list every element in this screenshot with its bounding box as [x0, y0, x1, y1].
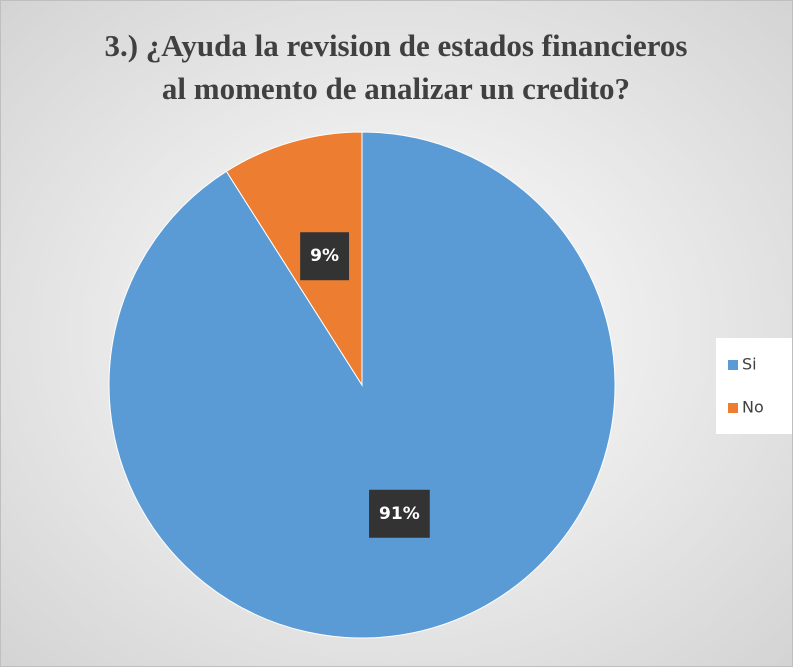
chart-title-line: 3.) ¿Ayuda la revision de estados financ…: [104, 28, 687, 63]
chart-title-line: al momento de analizar un credito?: [162, 71, 630, 106]
data-label-box: [369, 489, 430, 538]
legend-label: No: [742, 398, 764, 417]
data-label: 91%: [379, 504, 420, 524]
legend-box: [716, 338, 792, 434]
legend-label: Si: [742, 355, 757, 374]
data-label-box: [300, 232, 350, 281]
legend-swatch: [728, 403, 738, 413]
legend-swatch: [728, 360, 738, 370]
pie-slice: [225, 131, 363, 387]
data-label: 9%: [310, 246, 339, 266]
